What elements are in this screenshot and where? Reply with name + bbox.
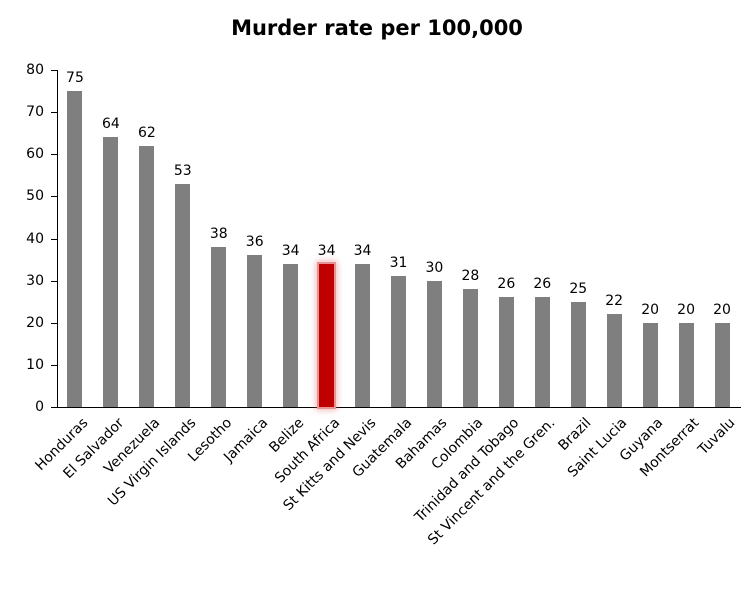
bar-value-label: 26 (533, 276, 552, 293)
bar-jamaica (247, 255, 263, 407)
bar-south-africa (319, 263, 335, 407)
y-tick-mark (51, 70, 57, 71)
bar-saint-lucia (606, 314, 622, 407)
bar-montserrat (678, 322, 694, 407)
bar-us-virgin-islands (175, 183, 191, 407)
bar-colombia (462, 289, 478, 407)
x-axis-label: Tuvalu (695, 415, 739, 459)
y-tick-label: 30 (26, 272, 44, 289)
y-tick-label: 20 (26, 314, 44, 331)
bar-honduras (67, 91, 83, 407)
bar-value-label: 30 (425, 259, 444, 276)
y-tick-mark (51, 281, 57, 282)
bar-venezuela (139, 145, 155, 407)
y-tick-label: 70 (26, 104, 44, 121)
chart-axes (57, 70, 741, 408)
bar-value-label: 75 (66, 70, 84, 87)
bar-value-label: 28 (461, 268, 480, 285)
y-tick-mark (51, 239, 57, 240)
bar-value-label: 26 (497, 276, 516, 293)
y-tick-label: 10 (26, 356, 44, 373)
bar-guyana (642, 322, 658, 407)
y-tick-mark (51, 112, 57, 113)
bar-value-label: 53 (173, 162, 192, 179)
bar-value-label: 20 (677, 301, 695, 318)
bar-tuvalu (714, 322, 730, 407)
y-tick-mark (51, 365, 57, 366)
bar-value-label: 34 (353, 242, 372, 259)
bar-value-label: 64 (101, 116, 120, 133)
y-tick-label: 80 (26, 62, 44, 78)
bar-lesotho (211, 246, 227, 407)
bar-value-label: 31 (389, 255, 408, 272)
bar-value-label: 38 (209, 225, 228, 242)
y-tick-mark (51, 196, 57, 197)
y-tick-label: 0 (35, 399, 44, 415)
bar-value-label: 25 (569, 280, 588, 297)
y-tick-label: 50 (26, 188, 44, 205)
bar-value-label: 34 (317, 242, 336, 259)
chart-title: Murder rate per 100,000 (231, 16, 523, 40)
bar-value-label: 36 (245, 234, 264, 251)
y-tick-mark (51, 323, 57, 324)
bar-guatemala (391, 276, 406, 407)
y-tick-mark (51, 154, 57, 155)
bar-value-label: 20 (641, 301, 660, 318)
bar-st-kitts-and-nevis (355, 263, 371, 407)
bar-trinidad-and-tobago (498, 297, 514, 407)
y-tick-label: 40 (26, 230, 44, 247)
bar-value-label: 34 (281, 242, 300, 259)
bar-el-salvador (103, 137, 119, 407)
y-tick-label: 60 (26, 146, 44, 163)
y-tick-mark (51, 407, 57, 408)
bar-bahamas (426, 280, 442, 407)
bar-value-label: 62 (137, 124, 156, 141)
bar-st-vincent-and-the-gren (534, 297, 550, 407)
bar-belize (283, 263, 299, 407)
bar-value-label: 20 (713, 301, 731, 318)
bar-brazil (570, 301, 586, 407)
bar-value-label: 22 (605, 293, 624, 310)
